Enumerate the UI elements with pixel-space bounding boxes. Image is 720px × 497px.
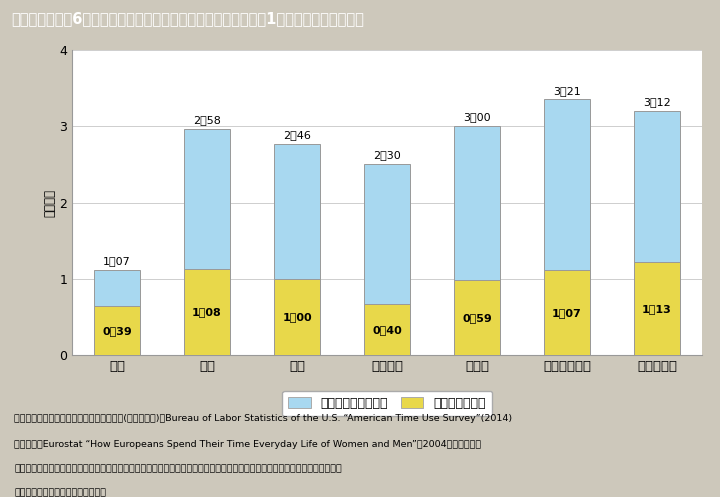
Text: の合計時間（週全体平均）。: の合計時間（週全体平均）。 bbox=[14, 488, 107, 497]
Text: 3：12: 3：12 bbox=[643, 97, 671, 107]
Bar bbox=[94, 306, 140, 355]
Text: 2：30: 2：30 bbox=[373, 151, 401, 161]
Text: （備考）１．総務省「社会生活基本調査」(平成２３年)，Bureau of Labor Statistics of the U.S. “American Time: （備考）１．総務省「社会生活基本調査」(平成２３年)，Bureau of Lab… bbox=[14, 414, 513, 423]
Bar bbox=[544, 99, 590, 355]
Bar bbox=[544, 270, 590, 355]
Text: イ－特－７図　6歳未満の子供を持つ夕の家事・育児関連時間（1日当たり，国際比較）: イ－特－７図 6歳未満の子供を持つ夕の家事・育児関連時間（1日当たり，国際比較） bbox=[11, 11, 364, 26]
Bar bbox=[454, 126, 500, 355]
Bar bbox=[454, 280, 500, 355]
Bar bbox=[274, 144, 320, 355]
Text: 0：39: 0：39 bbox=[102, 326, 132, 335]
Text: 1：07: 1：07 bbox=[552, 308, 582, 318]
Text: 3：00: 3：00 bbox=[463, 112, 491, 122]
Bar bbox=[364, 165, 410, 355]
Y-axis label: （時間）: （時間） bbox=[43, 188, 56, 217]
Text: ２．日本の値は，「夫婦と子供の世帯」に限定した夕の１日当たりの「家事」，「介護・看護」，「育児」及び「買い物」: ２．日本の値は，「夫婦と子供の世帯」に限定した夕の１日当たりの「家事」，「介護・… bbox=[14, 464, 342, 473]
Legend: 家事・育児関連時間, うち育児の時間: 家事・育児関連時間, うち育児の時間 bbox=[282, 391, 492, 416]
Bar bbox=[184, 129, 230, 355]
Text: 0：40: 0：40 bbox=[372, 325, 402, 335]
Text: 3：21: 3：21 bbox=[553, 85, 581, 95]
Text: 1：08: 1：08 bbox=[192, 307, 222, 317]
Text: 1：07: 1：07 bbox=[103, 256, 131, 266]
Text: 1：00: 1：00 bbox=[282, 312, 312, 322]
Text: 2：58: 2：58 bbox=[193, 115, 221, 125]
Text: 1：13: 1：13 bbox=[642, 304, 672, 314]
Text: 2：46: 2：46 bbox=[283, 130, 311, 140]
Bar bbox=[184, 269, 230, 355]
Bar bbox=[94, 270, 140, 355]
Bar bbox=[364, 304, 410, 355]
Text: 及びEurostat “How Europeans Spend Their Time Everyday Life of Women and Men”（2004）: 及びEurostat “How Europeans Spend Their Ti… bbox=[14, 440, 482, 449]
Bar bbox=[634, 262, 680, 355]
Text: 0：59: 0：59 bbox=[462, 313, 492, 323]
Bar bbox=[634, 111, 680, 355]
Bar bbox=[274, 279, 320, 355]
